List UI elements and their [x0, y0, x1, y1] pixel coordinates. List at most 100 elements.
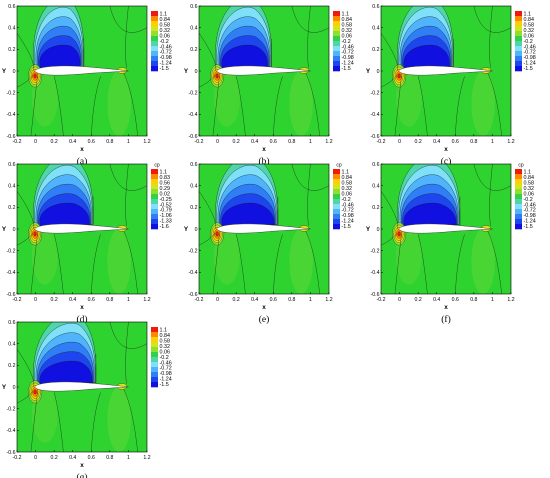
legend-level-label: -0.72 — [524, 50, 536, 56]
x-tick-label: 0.8 — [470, 139, 477, 145]
y-axis-label: Y — [2, 68, 7, 75]
isobar-line — [17, 32, 35, 72]
y-tick-label: 0.6 — [8, 320, 15, 326]
colorbar-swatch — [333, 11, 340, 17]
isobar-line — [123, 73, 138, 136]
isobar-line — [125, 322, 129, 384]
y-tick-label: 0.6 — [372, 162, 379, 168]
cp-contour-panel-d: -0.2 0 0.2 0.4 0.6 0.8 1 1.2 0.6 0.4 0.2 0 -0.2 -0.4 -… — [2, 162, 172, 325]
y-tick-label: -0.6 — [371, 134, 380, 140]
legend-level-label: -0.2 — [160, 39, 169, 45]
isobar-line — [381, 75, 397, 88]
isobar-line — [17, 348, 35, 388]
isobar-line — [473, 164, 511, 191]
colorbar-swatch — [515, 174, 522, 180]
y-tick-label: -0.6 — [371, 292, 380, 298]
colorbar-swatch — [515, 199, 522, 205]
panel-caption: (f) — [441, 314, 451, 325]
colorbar-swatch — [333, 174, 340, 180]
colorbar-swatch — [151, 31, 158, 37]
isobar-line — [273, 76, 283, 136]
legend-level-label: -0.52 — [160, 202, 172, 208]
y-tick-label: -0.6 — [7, 450, 16, 456]
colorbar-swatch — [333, 224, 340, 230]
airfoil-shape — [216, 65, 311, 76]
x-tick-label: 0 — [34, 139, 37, 145]
colorbar-swatch — [151, 194, 158, 200]
legend-level-label: 1.1 — [342, 12, 350, 18]
legend-level-label: 0.84 — [160, 333, 171, 339]
legend-level-label: -0.2 — [160, 355, 169, 361]
panel-caption: (c) — [441, 156, 452, 167]
y-tick-label: 0.4 — [372, 183, 379, 189]
legend-level-label: 0.84 — [524, 17, 535, 23]
x-axis-label: x — [444, 304, 448, 311]
aft-pressure-region — [107, 71, 131, 136]
y-tick-label: 0 — [13, 227, 16, 233]
y-tick-label: -0.2 — [7, 248, 16, 254]
x-tick-label: 0.4 — [433, 297, 440, 303]
y-tick-label: 0.4 — [372, 25, 379, 31]
isobar-line — [212, 76, 220, 136]
colorbar-swatch — [333, 51, 340, 57]
x-tick-label: 1.2 — [325, 297, 332, 303]
colorbar-legend: 1.10.840.580.320.06-0.2-0.46-0.72-0.98-1… — [151, 11, 172, 72]
x-tick-label: 1 — [491, 297, 494, 303]
colorbar-swatch — [151, 199, 158, 205]
legend-level-label: -0.46 — [342, 44, 354, 50]
colorbar-swatch — [333, 26, 340, 32]
y-tick-label: 0 — [377, 227, 380, 233]
panel-caption: (d) — [76, 314, 87, 325]
isobar-line — [489, 6, 493, 68]
colorbar-swatch — [515, 189, 522, 195]
isobar-line — [417, 76, 428, 136]
colorbar-legend: cp1.10.840.580.320.06-0.2-0.46-0.72-0.98… — [515, 163, 536, 230]
y-axis-label: Y — [184, 68, 189, 75]
legend-level-label: 0.58 — [160, 22, 171, 28]
x-axis-label: x — [80, 304, 84, 311]
colorbar-swatch — [333, 209, 340, 215]
x-tick-label: 0.2 — [233, 297, 240, 303]
colorbar-swatch — [151, 357, 158, 363]
legend-level-label: 1.1 — [160, 328, 168, 334]
y-tick-label: -0.6 — [7, 134, 16, 140]
colorbar-swatch — [151, 377, 158, 383]
legend-level-label: -1.5 — [524, 66, 533, 72]
isobar-line — [394, 76, 402, 136]
contour-field — [17, 322, 147, 452]
contour-field — [199, 6, 329, 136]
y-tick-label: 0.4 — [8, 183, 15, 189]
y-axis-label: Y — [366, 68, 371, 75]
y-tick-label: 0 — [13, 385, 16, 391]
legend-level-label: 1.1 — [342, 170, 350, 176]
colorbar-swatch — [151, 224, 158, 230]
isobar-line — [235, 234, 246, 294]
x-tick-label: 0.2 — [51, 455, 58, 461]
legend-level-label: 0.32 — [342, 28, 353, 34]
y-tick-label: 0.2 — [190, 47, 197, 53]
x-tick-label: 0.4 — [69, 139, 76, 145]
isobar-line — [123, 231, 138, 294]
isobar-line — [53, 76, 64, 136]
stagnation-contour-ring — [215, 73, 219, 79]
stagnation-contour-ring — [33, 73, 37, 79]
x-tick-label: 1.2 — [143, 139, 150, 145]
isobar-line — [394, 234, 402, 294]
legend-level-label: -1.5 — [524, 224, 533, 230]
y-tick-label: -0.4 — [7, 112, 16, 118]
legend-level-label: -1.5 — [160, 382, 169, 388]
isobar-line — [487, 231, 502, 294]
colorbar-swatch — [151, 327, 158, 333]
y-tick-label: -0.2 — [7, 406, 16, 412]
legend-level-label: -1.24 — [160, 377, 172, 383]
isobar-line — [30, 392, 38, 452]
x-axis-label: x — [444, 146, 448, 153]
legend-level-label: -0.72 — [160, 50, 172, 56]
x-tick-label: 0.6 — [270, 139, 277, 145]
legend-level-label: -1.24 — [342, 61, 354, 67]
x-tick-label: 1.2 — [143, 455, 150, 461]
legend-title: cp — [154, 163, 160, 169]
y-tick-label: 0.4 — [8, 341, 15, 347]
colorbar-swatch — [151, 204, 158, 210]
legend-level-label: 0.32 — [342, 186, 353, 192]
